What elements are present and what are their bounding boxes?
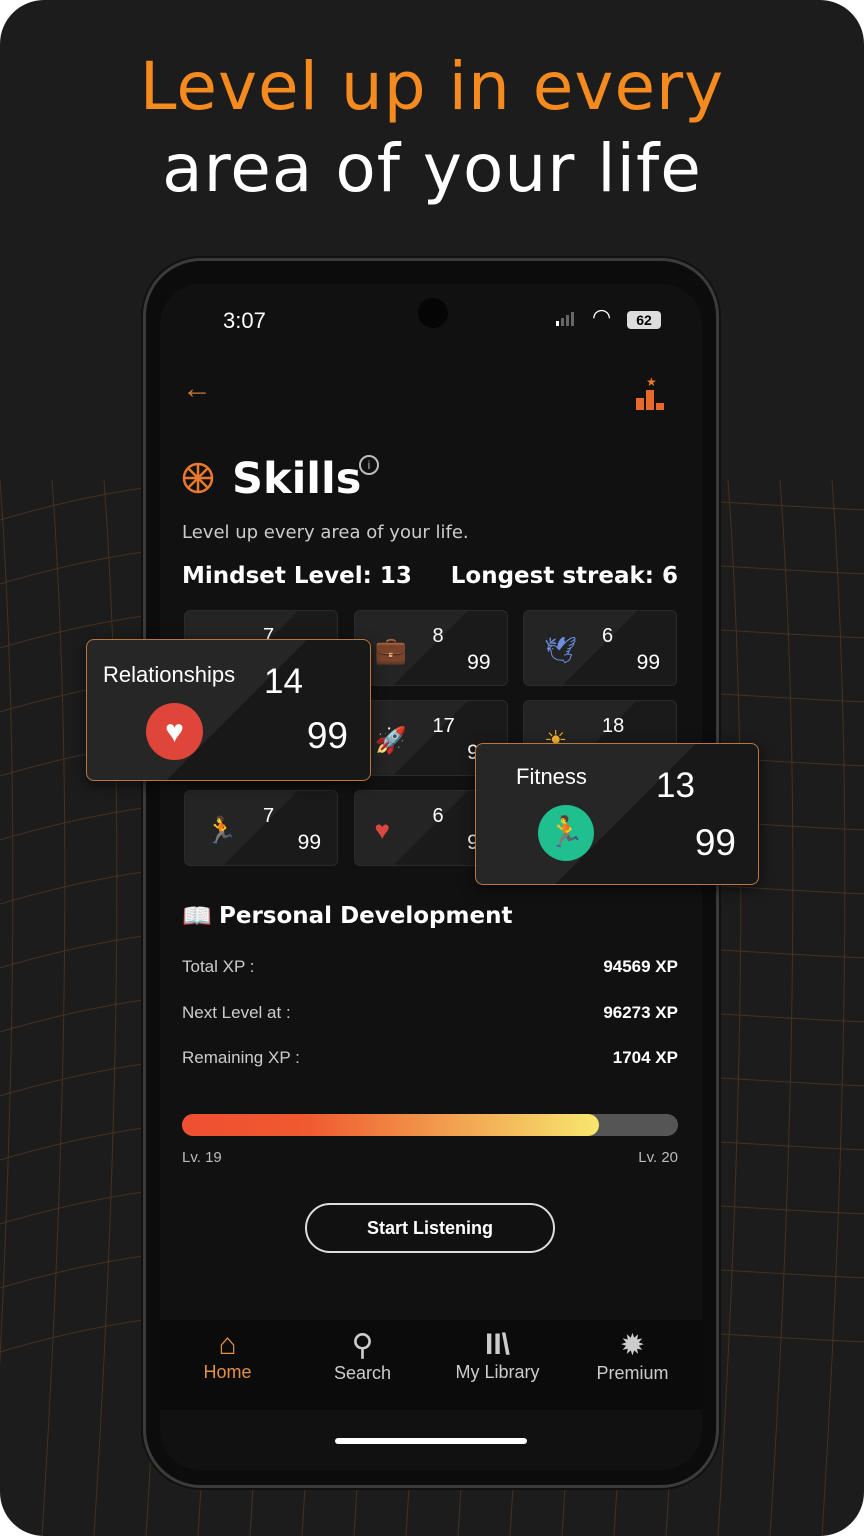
briefcase-icon: 💼	[374, 635, 407, 665]
battery-icon: 62	[627, 311, 661, 329]
heart-icon: ♥	[374, 815, 390, 845]
section-title: Personal Development	[219, 903, 513, 929]
longest-streak: Longest streak: 6	[450, 563, 678, 589]
tile-max: 99	[467, 651, 491, 674]
camera-cutout	[418, 298, 448, 328]
tile-level: 18	[602, 715, 625, 737]
tile-level: 6	[602, 625, 614, 647]
page-title: Skills	[232, 454, 362, 504]
wifi-icon: ◠	[592, 304, 612, 329]
status-time: 3:07	[223, 308, 266, 333]
rocket-icon: 🚀	[374, 725, 407, 755]
headline-line1: Level up in every	[139, 48, 725, 125]
nav-library[interactable]: II\ My Library	[430, 1328, 565, 1383]
runner-icon: 🏃	[205, 815, 238, 845]
info-icon[interactable]: i	[359, 455, 379, 475]
nav-home[interactable]: ⌂ Home	[160, 1328, 295, 1383]
heart-icon: ♥	[146, 703, 203, 760]
dove-icon: 🕊	[544, 635, 578, 665]
xp-row-total: Total XP :94569 XP	[182, 957, 678, 976]
wheel-icon	[182, 462, 214, 494]
tile-level: 6	[432, 805, 444, 827]
tile-level: 17	[432, 715, 455, 737]
skill-tile[interactable]: 💼 8 99	[353, 610, 508, 686]
skill-tile[interactable]: 🏃 7 99	[184, 790, 338, 866]
runner-icon: 🏃	[538, 805, 594, 861]
home-icon: ⌂	[218, 1328, 237, 1361]
arrow-left-icon[interactable]: ←	[182, 372, 212, 405]
xp-progress-fill	[182, 1114, 599, 1136]
library-icon: II\	[484, 1328, 510, 1361]
tile-level: 8	[432, 625, 444, 647]
home-indicator[interactable]	[335, 1438, 527, 1444]
skill-level: 13	[656, 766, 695, 805]
relationships-card[interactable]: Relationships 14 ♥ 99	[86, 639, 371, 781]
tile-max: 99	[636, 651, 660, 674]
tile-max: 99	[297, 831, 321, 854]
xp-row-remaining: Remaining XP :1704 XP	[182, 1048, 678, 1067]
skill-name: Fitness	[516, 764, 587, 789]
start-listening-button[interactable]: Start Listening	[305, 1203, 555, 1253]
tile-level: 7	[263, 625, 275, 647]
level-from: Lv. 19	[182, 1149, 222, 1166]
nav-premium[interactable]: ✹ Premium	[565, 1328, 700, 1384]
xp-progress-bar	[182, 1114, 678, 1136]
skill-max: 99	[306, 715, 348, 756]
subtitle: Level up every area of your life.	[182, 522, 469, 543]
xp-row-next: Next Level at :96273 XP	[182, 1003, 678, 1022]
premium-badge-icon: ✹	[619, 1329, 646, 1362]
level-to: Lv. 20	[638, 1149, 678, 1166]
mindset-level: Mindset Level: 13	[182, 563, 412, 589]
signal-icon	[556, 312, 574, 326]
skill-max: 99	[694, 822, 736, 863]
nav-search[interactable]: ⚲ Search	[295, 1328, 430, 1384]
bottom-nav: ⌂ Home ⚲ Search II\ My Library ✹ Premium	[160, 1320, 702, 1410]
skill-tile[interactable]: 🕊 6 99	[523, 610, 677, 686]
podium-star-icon[interactable]: ★	[634, 376, 668, 412]
book-icon: 📖	[182, 903, 212, 930]
skill-level: 14	[264, 662, 303, 701]
headline-line2: area of your life	[162, 130, 702, 207]
tile-level: 7	[263, 805, 275, 827]
fitness-card[interactable]: Fitness 13 🏃 99	[475, 743, 759, 885]
search-icon: ⚲	[351, 1329, 374, 1362]
skill-name: Relationships	[103, 662, 236, 687]
svg-text:★: ★	[646, 376, 657, 389]
